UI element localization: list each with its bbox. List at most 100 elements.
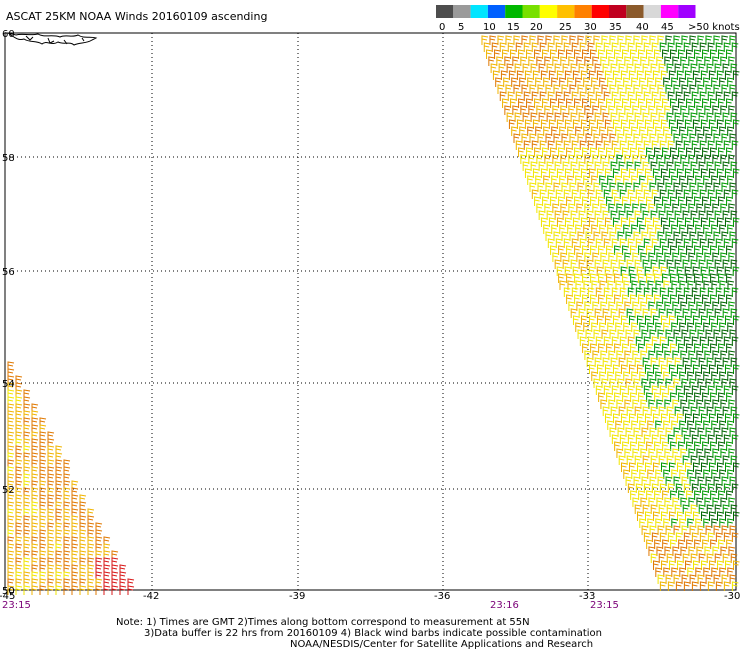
- wind-barb: [659, 532, 667, 542]
- wind-barb: [600, 301, 607, 311]
- wind-barb: [604, 70, 612, 80]
- wind-barb: [651, 434, 659, 444]
- wind-barb: [486, 49, 493, 59]
- wind-barb: [15, 445, 23, 455]
- wind-barb: [47, 445, 55, 455]
- wind-barb: [528, 154, 535, 164]
- wind-barb: [654, 245, 661, 255]
- wind-barb: [674, 504, 682, 514]
- wind-barb: [711, 322, 718, 332]
- wind-barb: [595, 238, 603, 248]
- wind-barb: [722, 210, 730, 220]
- wind-barb: [644, 168, 652, 178]
- wind-barb: [610, 161, 618, 171]
- wind-barb: [570, 308, 578, 318]
- wind-barb: [626, 112, 634, 122]
- wind-barb: [648, 350, 655, 360]
- wind-barb: [569, 133, 577, 143]
- wind-barb: [593, 182, 601, 192]
- wind-barb: [7, 529, 15, 539]
- wind-barb: [7, 578, 15, 588]
- wind-barb: [730, 112, 738, 122]
- wind-barb: [534, 49, 541, 59]
- wind-barb: [595, 91, 603, 101]
- wind-barb: [582, 147, 589, 157]
- wind-barb: [649, 427, 657, 437]
- wind-barb: [513, 35, 521, 45]
- wind-barb: [564, 70, 572, 80]
- lat-lon-grid: [4, 32, 737, 591]
- wind-barb: [31, 508, 39, 518]
- wind-barb: [119, 578, 127, 588]
- wind-barb: [636, 168, 644, 178]
- wind-barb: [686, 539, 693, 549]
- wind-barb: [712, 546, 720, 556]
- wind-barb: [602, 161, 610, 171]
- wind-barb: [519, 126, 526, 136]
- wind-barb: [696, 301, 703, 311]
- wind-barb: [714, 210, 722, 220]
- wind-barb: [571, 238, 579, 248]
- wind-barb: [712, 350, 719, 360]
- wind-barb: [588, 217, 596, 227]
- wind-barb: [489, 35, 497, 45]
- wind-barb: [635, 140, 643, 150]
- wind-barb: [712, 56, 719, 66]
- wind-barb: [661, 462, 668, 472]
- wind-barb: [526, 147, 533, 157]
- wind-barb: [617, 35, 625, 45]
- wind-barb: [649, 231, 657, 241]
- wind-barb: [620, 119, 628, 129]
- wind-barb: [711, 371, 718, 381]
- wind-barb: [651, 385, 659, 395]
- wind-barb: [648, 105, 655, 115]
- wind-barb: [731, 189, 739, 199]
- wind-barb: [87, 578, 95, 588]
- wind-barb: [39, 473, 47, 483]
- wind-barb: [550, 245, 557, 255]
- wind-barb: [626, 308, 634, 318]
- wind-barb: [606, 343, 613, 353]
- wind-barb: [55, 501, 63, 511]
- wind-barb: [631, 420, 638, 430]
- wind-barb: [539, 189, 547, 199]
- wind-barb: [595, 140, 603, 150]
- wind-barb: [643, 532, 651, 542]
- wind-barb: [713, 476, 721, 486]
- wind-barb: [611, 434, 619, 444]
- wind-barb: [664, 56, 671, 66]
- wind-barb: [558, 196, 565, 206]
- wind-barb: [609, 133, 617, 143]
- wind-barb: [668, 168, 676, 178]
- wind-barb: [647, 224, 654, 234]
- wind-barb: [7, 494, 15, 504]
- wind-barb: [683, 336, 691, 346]
- wind-barb: [702, 441, 709, 451]
- wind-barb: [31, 473, 39, 483]
- wind-barb: [699, 238, 707, 248]
- wind-barb: [655, 126, 662, 136]
- wind-barb: [710, 441, 717, 451]
- wind-barb: [690, 357, 698, 367]
- wind-barb: [634, 357, 642, 367]
- wind-barb: [31, 501, 39, 511]
- wind-barb: [562, 63, 570, 73]
- wind-barb: [707, 532, 715, 542]
- wind-barb: [697, 329, 705, 339]
- wind-barb: [595, 42, 603, 52]
- wind-barb: [615, 126, 622, 136]
- wind-barb: [654, 49, 661, 59]
- wind-barb: [23, 417, 31, 427]
- wind-barb: [685, 560, 692, 570]
- latitude-tick-label: 60: [2, 29, 15, 40]
- wind-barb: [656, 448, 664, 458]
- wind-barb: [721, 84, 729, 94]
- wind-barb: [522, 63, 530, 73]
- wind-barb: [614, 147, 621, 157]
- wind-barb: [616, 203, 623, 213]
- wind-barb: [716, 413, 724, 423]
- plot-frame: [4, 32, 737, 591]
- wind-barb: [7, 438, 15, 448]
- wind-barb: [659, 434, 667, 444]
